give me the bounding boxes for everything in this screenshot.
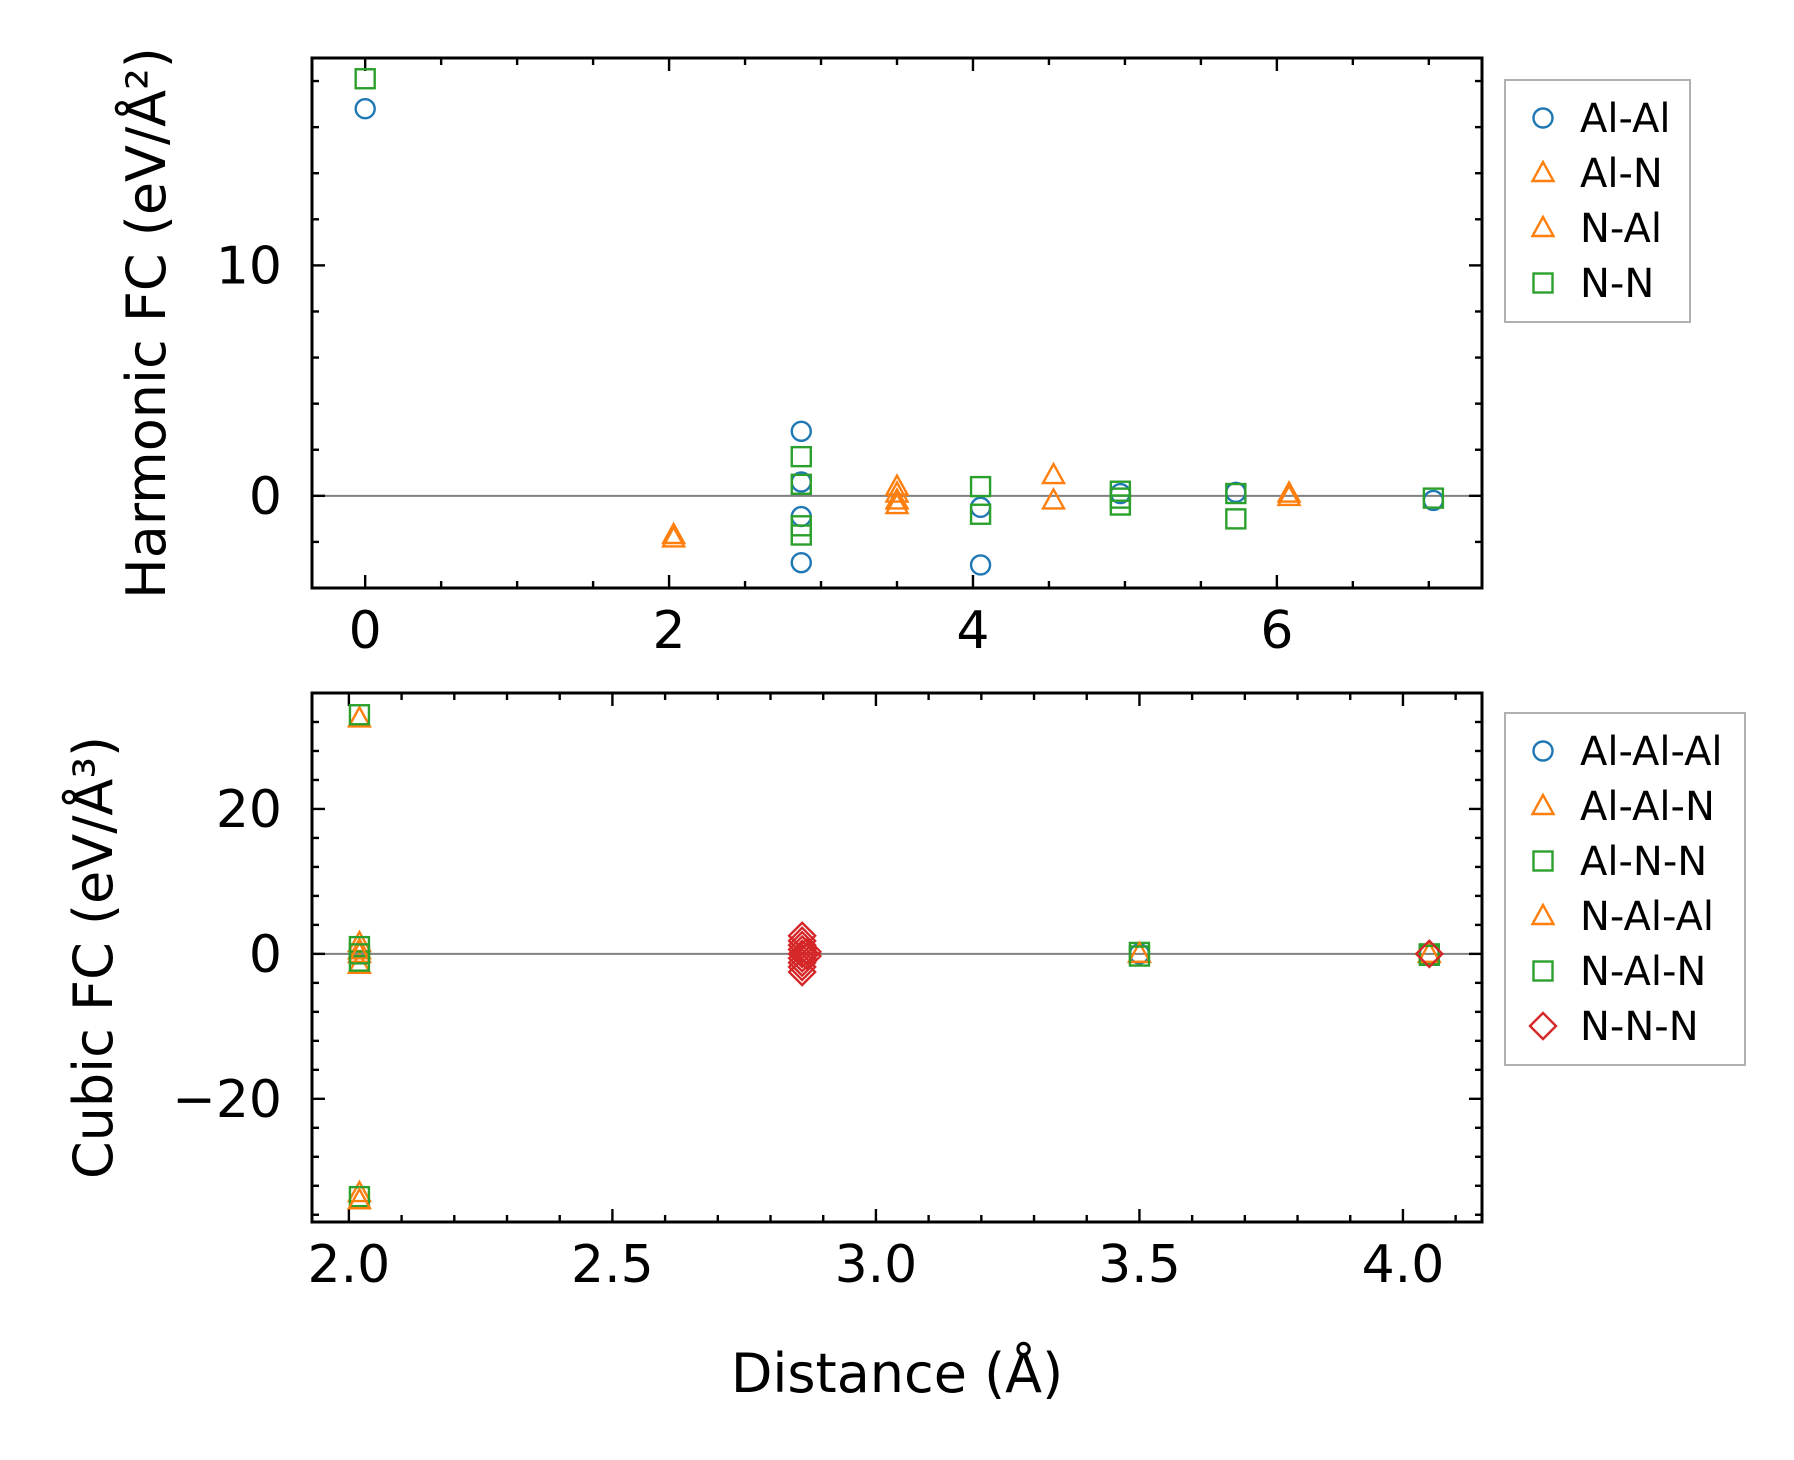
harmonic-point-al-al [969,496,992,519]
harmonic-legend-marker [1530,214,1556,238]
cubic-xtick-label: 4.0 [1362,1235,1445,1295]
cubic-ylabel: Cubic FC (eV/Å³) [61,736,125,1179]
cubic-legend-marker [1530,792,1556,816]
harmonic-legend-marker [1532,107,1554,129]
harmonic-ytick-label: 10 [216,236,282,296]
harmonic-legend-marker [1532,272,1554,294]
cubic-legend-marker [1530,902,1556,926]
harmonic-plot: 0 2 4 6 0 10 Harmonic FC (eV/Å²) Al-Al Al-N N-Al N… [114,47,1691,661]
cubic-point-n-n-n [787,943,817,973]
harmonic-point-al-al [969,554,992,576]
cubic-legend-marker [1528,1011,1558,1041]
harmonic-ytick-label: 0 [249,467,282,527]
cubic-xlabel: Distance (Å) [731,1341,1063,1405]
cubic-legend-label: Al-Al-Al [1580,729,1723,775]
cubic-point-n-al-n [1418,944,1440,967]
cubic-point-n-al-al [1126,940,1152,964]
harmonic-point-al-al [354,97,376,120]
cubic-point-n-n-n [1414,939,1444,969]
cubic-point-al-al-n [346,936,372,960]
harmonic-point-al-n [884,486,910,510]
cubic-point-n-n-n [787,947,817,978]
harmonic-point-al-al [1225,481,1247,504]
harmonic-legend-label: N-N [1580,261,1654,307]
harmonic-legend-label: Al-Al [1580,96,1671,142]
harmonic-axes-frame [310,56,1484,590]
harmonic-point-al-al [790,420,812,443]
cubic-legend-label: N-Al-Al [1580,894,1714,940]
harmonic-point-n-al [1276,483,1302,507]
cubic-plot: 2.0 2.5 3.0 3.5 4.0 −20 0 20 Cubic FC (eV/Å³) Dis… [61,691,1746,1405]
harmonic-legend: Al-Al Al-N N-Al N-N [1504,79,1691,323]
cubic-xtick-label: 2.0 [308,1235,391,1295]
cubic-legend: Al-Al-Al Al-Al-N Al-N-N N-Al-Al N-Al-N N-N-N [1504,712,1746,1066]
cubic-point-al-al-n [346,1179,372,1203]
harmonic-point-n-al [884,491,910,515]
cubic-axes-frame [310,691,1484,1224]
cubic-ytick-label: −20 [172,1070,282,1130]
cubic-ytick-label: 20 [216,780,282,840]
cubic-legend-marker [1532,960,1554,982]
cubic-point-n-al-al [346,1186,372,1210]
cubic-point-n-n-n [787,957,817,987]
harmonic-point-n-n [969,475,992,498]
harmonic-point-n-n [790,473,812,496]
cubic-legend-marker [1532,850,1554,872]
harmonic-xtick-label: 4 [956,601,989,661]
harmonic-point-n-n [790,524,812,546]
harmonic-point-n-al [661,524,687,548]
cubic-legend-label: Al-Al-N [1580,784,1715,830]
cubic-legend-label: Al-N-N [1580,839,1707,885]
cubic-legend-label: N-Al-N [1580,949,1706,995]
harmonic-legend-box [1504,79,1691,323]
harmonic-point-n-n [1109,487,1132,509]
cubic-xtick-label: 2.5 [571,1235,654,1295]
harmonic-point-al-n [1040,461,1067,485]
cubic-point-al-n-n [348,704,371,726]
cubic-point-n-n-n [792,941,823,971]
cubic-point-n-n-n [792,937,823,967]
harmonic-point-al-n [1276,480,1302,503]
cubic-xtick-label: 3.5 [1098,1235,1181,1295]
harmonic-point-n-n [1109,494,1132,516]
cubic-point-n-al-n [348,943,371,965]
cubic-legend-marker [1532,740,1554,762]
harmonic-point-al-al [790,551,812,574]
cubic-point-n-al-al [1416,940,1442,964]
harmonic-xtick-label: 0 [349,601,382,661]
harmonic-point-n-n [1225,508,1247,530]
cubic-xtick-label: 3.0 [835,1235,918,1295]
harmonic-legend-label: N-Al [1580,206,1662,252]
cubic-ytick-label: 0 [249,925,282,985]
cubic-point-al-al-n [346,704,372,728]
harmonic-point-n-al [884,480,910,503]
harmonic-point-n-n [790,445,812,468]
harmonic-legend-label: Al-N [1580,151,1663,197]
harmonic-xtick-label: 2 [653,601,686,661]
harmonic-ylabel: Harmonic FC (eV/Å²) [114,47,178,599]
harmonic-point-n-al [1040,486,1067,510]
harmonic-legend-marker [1530,159,1556,183]
cubic-legend-box [1504,712,1746,1066]
cubic-point-n-al-al [346,940,372,964]
harmonic-point-n-n [1422,487,1445,509]
harmonic-point-n-n [354,68,376,90]
harmonic-xtick-label: 6 [1260,601,1293,661]
harmonic-point-n-n [969,503,992,525]
harmonic-point-n-n [1225,482,1247,505]
cubic-point-n-al-n [1128,945,1151,967]
cubic-legend-label: N-N-N [1580,1004,1699,1050]
harmonic-point-al-n [661,521,687,545]
cubic-point-n-n-n [787,939,817,969]
